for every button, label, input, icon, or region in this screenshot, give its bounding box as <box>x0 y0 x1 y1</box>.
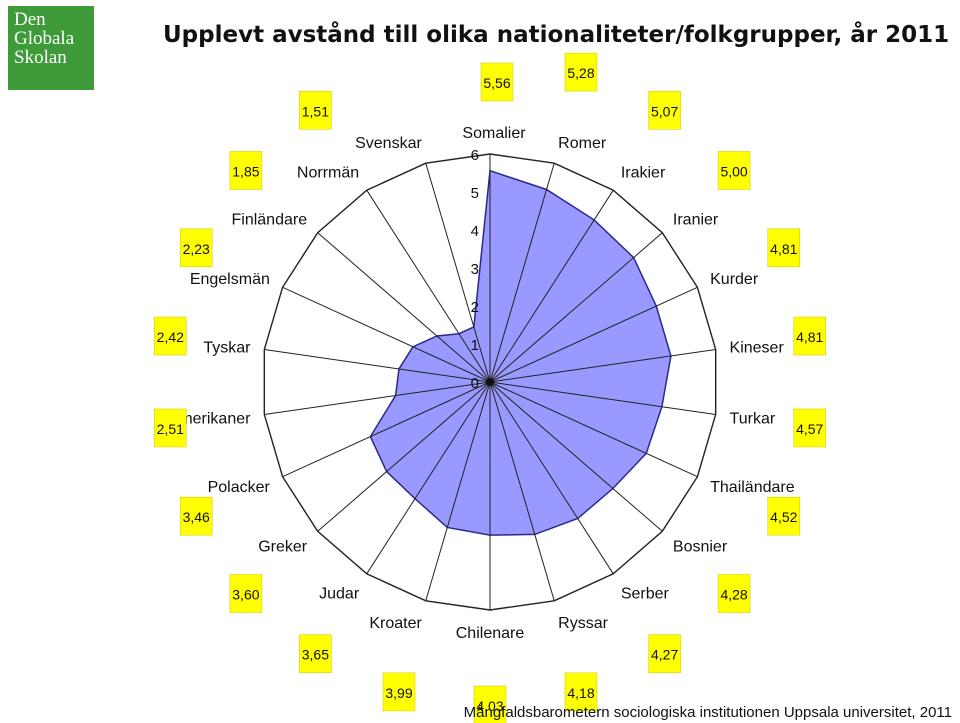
value-label-10: 4,27 <box>651 647 678 663</box>
spoke-6 <box>489 349 716 383</box>
r-tick-label-3: 3 <box>471 261 479 278</box>
category-label-20: Finländare <box>231 211 307 228</box>
spoke-3 <box>489 189 614 383</box>
category-label-14: Judar <box>319 585 360 602</box>
r-tick-label-5: 5 <box>471 185 479 202</box>
spoke-16 <box>282 381 491 478</box>
spoke-4 <box>489 232 663 383</box>
den-globala-skolan-logo: Den Globala Skolan <box>8 6 94 90</box>
value-label-5: 4,81 <box>770 241 797 257</box>
value-label-15: 3,60 <box>232 587 259 603</box>
r-tick-label-2: 2 <box>471 299 479 316</box>
value-box-11 <box>564 672 598 712</box>
value-box-7 <box>793 408 826 448</box>
spoke-5 <box>489 286 698 383</box>
value-box-12 <box>473 685 507 723</box>
value-box-8 <box>767 496 801 536</box>
source-caption: Mångfaldsbarometern sociologiska institu… <box>463 704 952 721</box>
chart-title: Upplevt avstånd till olika nationalitete… <box>163 22 950 48</box>
spoke-10 <box>489 381 614 575</box>
value-label-4: 5,00 <box>720 163 747 179</box>
value-box-19 <box>179 228 213 268</box>
value-box-6 <box>793 316 826 356</box>
value-box-9 <box>717 574 751 613</box>
spoke-19 <box>282 286 491 383</box>
value-box-20 <box>229 151 263 190</box>
category-label-16: Polacker <box>208 479 271 496</box>
category-label-6: Kineser <box>730 339 785 356</box>
value-box-10 <box>648 634 681 673</box>
category-label-15: Greker <box>258 539 308 556</box>
category-label-12: Chilenare <box>456 625 525 642</box>
value-label-12: 4,03 <box>476 698 503 714</box>
value-label-1: 5,56 <box>483 75 510 91</box>
value-label-3: 5,07 <box>651 103 678 119</box>
spoke-20 <box>317 232 491 383</box>
category-label-9: Bosnier <box>673 539 728 556</box>
category-label-1: Somalier <box>462 125 526 142</box>
r-tick-label-6: 6 <box>471 147 479 164</box>
value-box-1 <box>480 62 514 102</box>
category-label-10: Serber <box>621 585 670 602</box>
value-label-8: 4,52 <box>770 509 797 525</box>
value-box-4 <box>717 151 751 190</box>
logo-line-2: Globala <box>14 28 75 49</box>
value-label-20: 1,85 <box>232 163 259 179</box>
center-hub <box>486 378 494 386</box>
value-label-6: 4,81 <box>796 329 823 345</box>
value-label-7: 4,57 <box>796 421 823 437</box>
spoke-21 <box>366 189 491 383</box>
value-label-18: 2,42 <box>157 329 184 345</box>
spoke-11 <box>489 381 555 601</box>
r-tick-label-4: 4 <box>471 223 479 240</box>
value-box-3 <box>648 91 681 130</box>
value-label-21: 1,51 <box>302 103 329 119</box>
value-box-13 <box>382 672 416 712</box>
spoke-14 <box>366 381 491 575</box>
value-label-13: 3,99 <box>385 685 412 701</box>
value-label-17: 2,51 <box>157 421 184 437</box>
category-label-8: Thailändare <box>710 479 795 496</box>
spoke-17 <box>264 381 491 415</box>
value-box-16 <box>179 496 213 536</box>
value-label-11: 4,18 <box>567 685 594 701</box>
category-label-7: Turkar <box>730 411 776 428</box>
value-box-2 <box>564 52 598 92</box>
value-label-14: 3,65 <box>302 647 329 663</box>
logo-line-1: Den <box>14 9 46 30</box>
category-label-21: Norrmän <box>297 165 359 182</box>
category-label-2: Romer <box>558 135 607 152</box>
spoke-2 <box>489 163 555 383</box>
category-label-19: Engelsmän <box>190 271 270 288</box>
value-box-21 <box>299 91 332 130</box>
value-box-14 <box>299 634 332 673</box>
value-label-16: 3,46 <box>183 509 210 525</box>
value-box-5 <box>767 228 801 268</box>
category-label-22: Svenskar <box>355 135 422 152</box>
category-label-17: Amerikaner <box>169 411 251 428</box>
value-box-17 <box>154 408 187 448</box>
spoke-22 <box>425 163 491 383</box>
category-label-3: Irakier <box>621 165 666 182</box>
spoke-7 <box>489 381 716 415</box>
spoke-18 <box>264 349 491 383</box>
category-label-4: Iranier <box>673 211 719 228</box>
logo-line-3: Skolan <box>14 47 67 68</box>
spoke-9 <box>489 381 663 532</box>
value-label-2: 5,28 <box>567 65 594 81</box>
spoke-8 <box>489 381 698 478</box>
spoke-15 <box>317 381 491 532</box>
category-label-11: Ryssar <box>558 615 608 632</box>
r-tick-label-0: 0 <box>471 375 479 392</box>
value-label-19: 2,23 <box>183 241 210 257</box>
category-label-5: Kurder <box>710 271 759 288</box>
category-label-13: Kroater <box>369 615 422 632</box>
r-tick-label-1: 1 <box>471 337 479 354</box>
value-box-18 <box>154 316 187 356</box>
category-label-18: Tyskar <box>203 339 251 356</box>
value-box-15 <box>229 574 263 613</box>
value-label-9: 4,28 <box>720 587 747 603</box>
spoke-13 <box>425 381 491 601</box>
